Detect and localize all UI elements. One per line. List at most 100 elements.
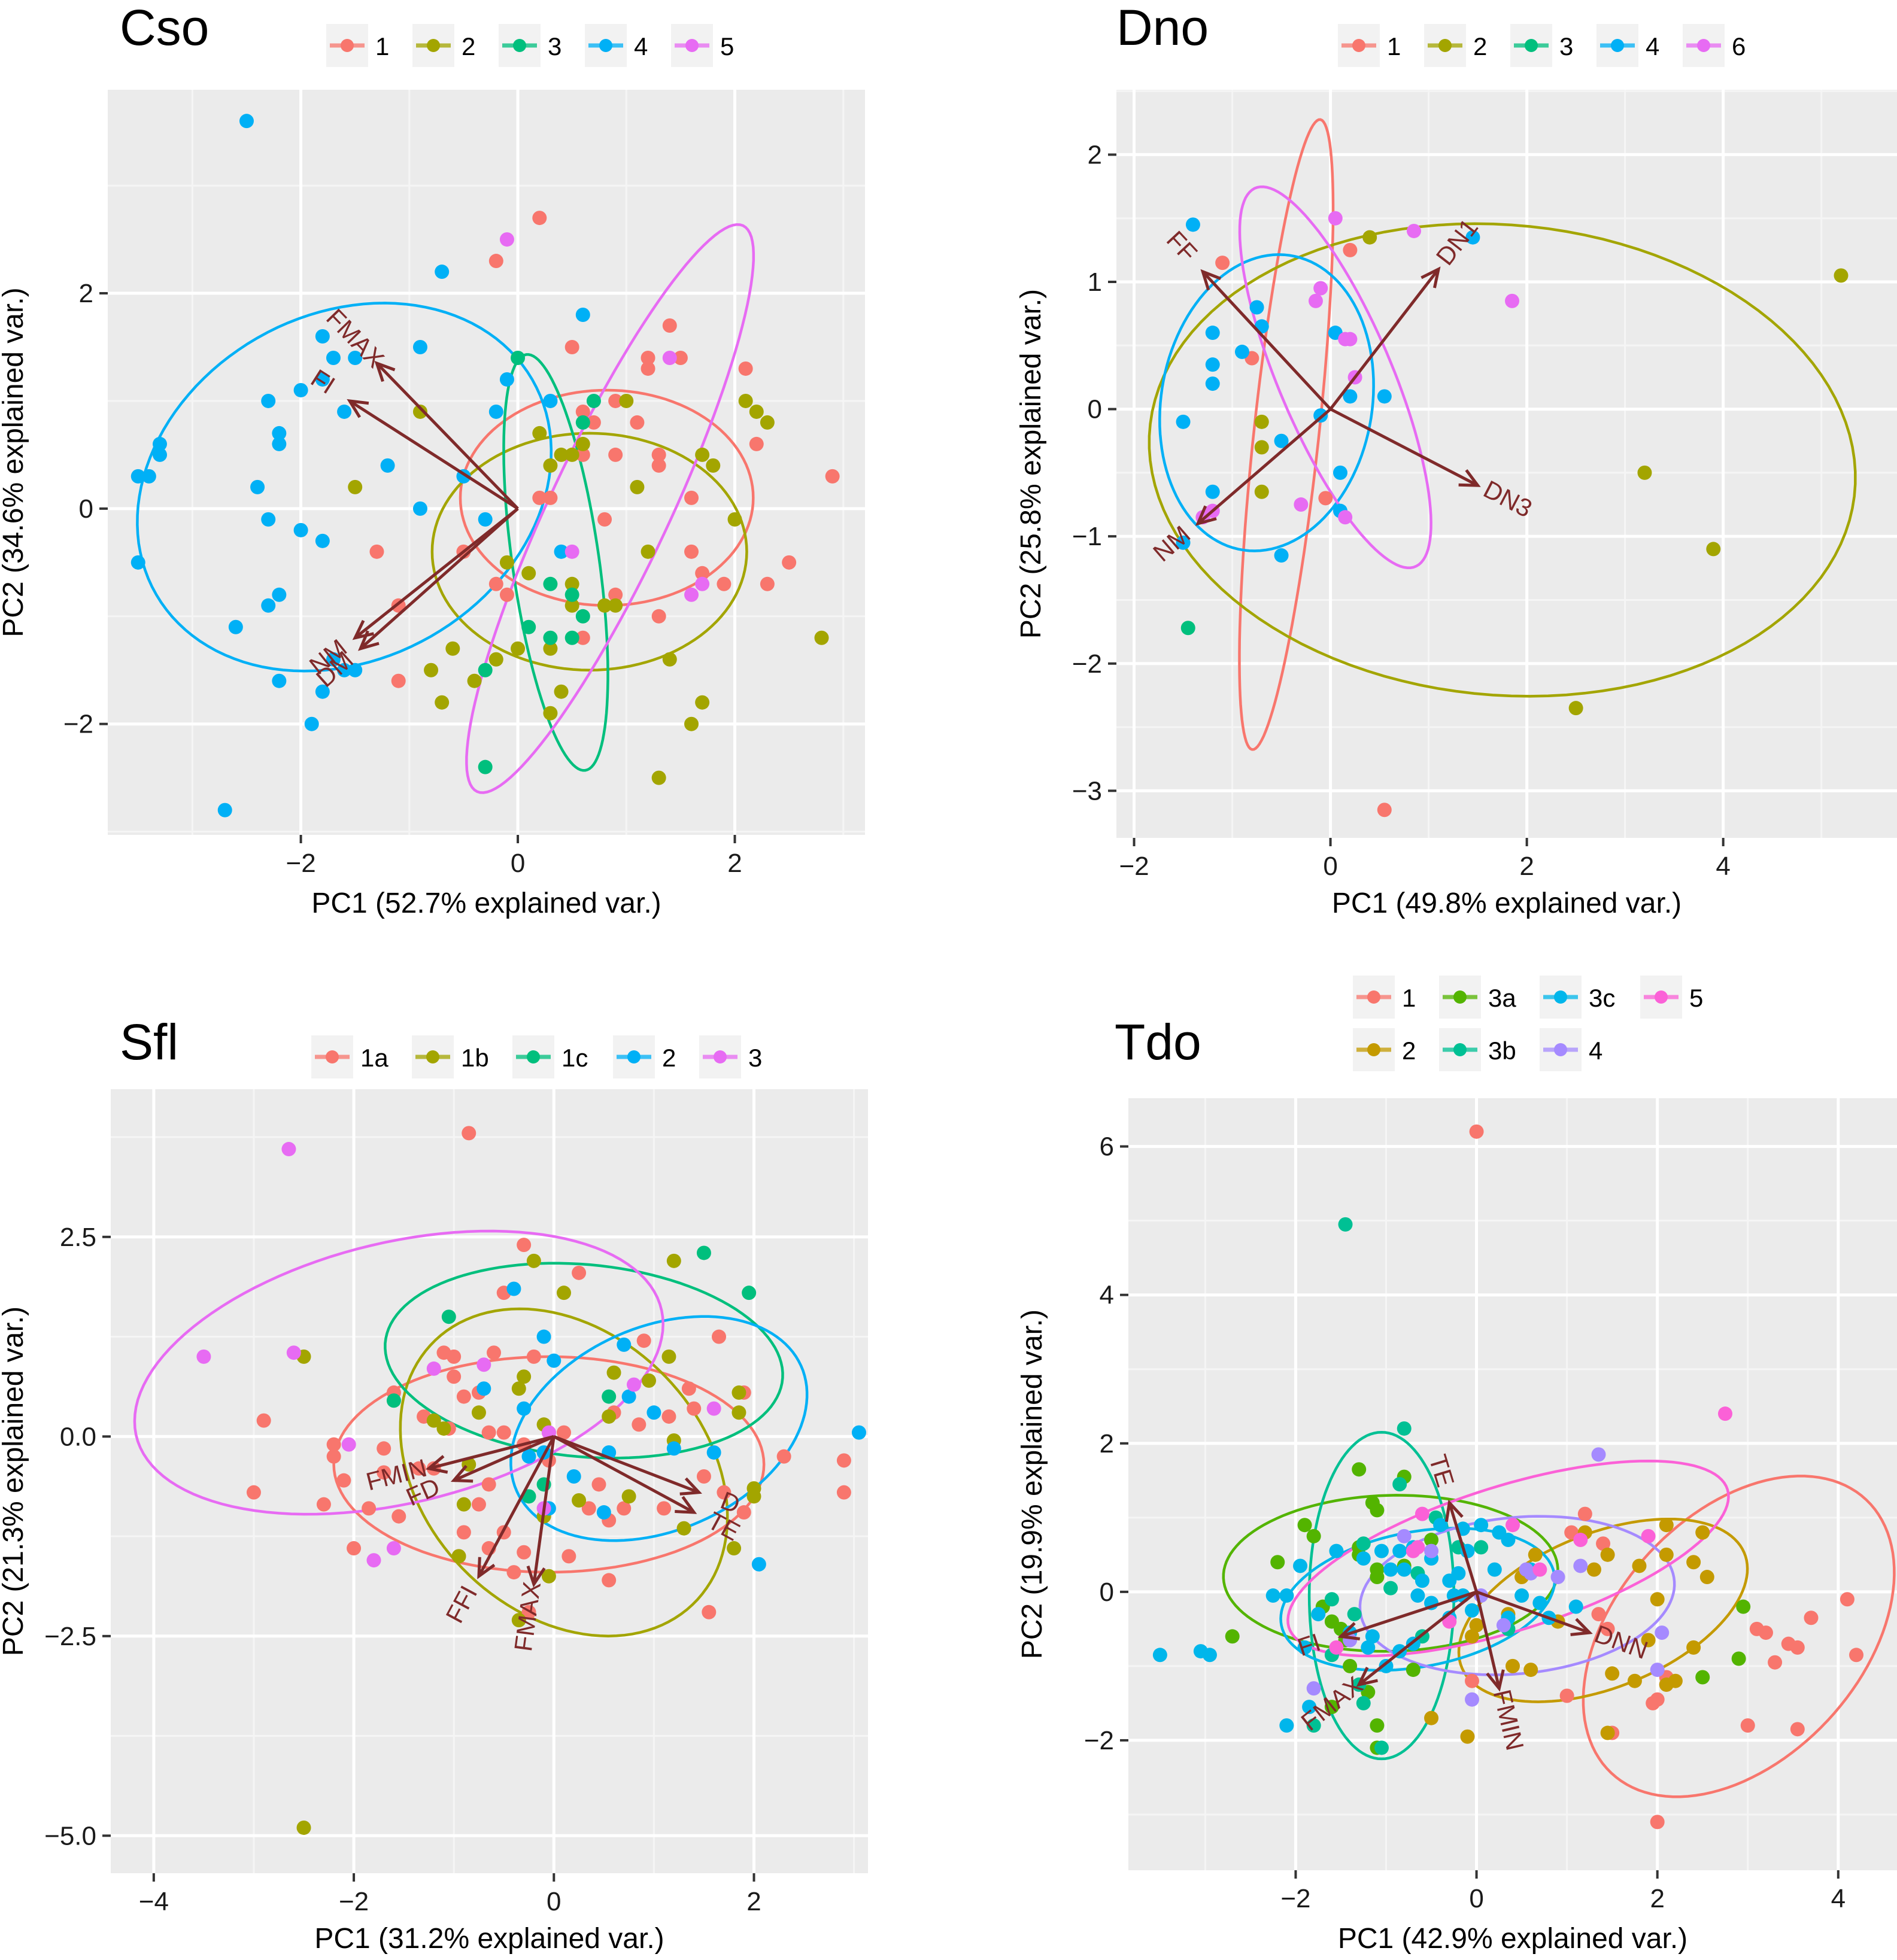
- data-point: [1215, 256, 1230, 271]
- legend-item-4[interactable]: 4: [1540, 1028, 1602, 1071]
- legend-item-1[interactable]: 1: [1338, 24, 1401, 67]
- legend-item-5[interactable]: 5: [1640, 976, 1703, 1019]
- legend-item-1[interactable]: 1: [326, 24, 389, 67]
- data-point: [1695, 1525, 1710, 1540]
- legend-key-point: [627, 1050, 641, 1063]
- data-point: [632, 1417, 647, 1432]
- legend-item-1a[interactable]: 1a: [311, 1035, 388, 1078]
- arrow-shaft: [1447, 1502, 1478, 1593]
- arrow-head: [1570, 1618, 1593, 1636]
- data-point: [575, 609, 590, 624]
- legend-key-point: [685, 39, 699, 52]
- data-point: [315, 329, 330, 344]
- data-point: [326, 652, 341, 667]
- data-point: [506, 1281, 521, 1296]
- data-point: [281, 1142, 296, 1157]
- major-gridlines: [1116, 90, 1897, 838]
- data-point: [696, 1245, 711, 1260]
- data-point: [337, 663, 352, 677]
- data-point: [506, 1565, 521, 1580]
- y-tick-label: 0: [1088, 395, 1102, 424]
- legend-item-4[interactable]: 4: [585, 24, 648, 67]
- data-point: [575, 436, 590, 451]
- ellipse-group-3: [133, 1229, 664, 1516]
- data-point: [1297, 1640, 1312, 1655]
- data-point: [541, 1569, 556, 1584]
- legend-item-2[interactable]: 2: [1424, 24, 1487, 67]
- data-point: [695, 447, 710, 462]
- data-point: [662, 652, 677, 667]
- data-point: [1392, 1477, 1407, 1491]
- data-point: [521, 619, 536, 634]
- data-point: [543, 706, 558, 721]
- legend-key-point: [1697, 39, 1710, 52]
- data-point: [1343, 389, 1358, 404]
- legend-item-3b[interactable]: 3b: [1439, 1028, 1516, 1071]
- legend-item-2[interactable]: 2: [1353, 1028, 1416, 1071]
- data-point: [1768, 1655, 1783, 1670]
- data-point: [543, 490, 558, 505]
- data-point: [602, 1573, 617, 1588]
- data-point: [641, 544, 655, 559]
- data-point: [272, 587, 287, 602]
- legend-item-6[interactable]: 6: [1683, 24, 1746, 67]
- legend-item-5[interactable]: 5: [671, 24, 734, 67]
- data-point: [487, 1345, 502, 1360]
- data-point: [1424, 1543, 1439, 1558]
- data-point: [1586, 1562, 1601, 1577]
- arrow-shaft: [375, 362, 519, 510]
- data-point: [326, 1449, 341, 1464]
- data-point: [575, 630, 590, 645]
- legend-item-3a[interactable]: 3a: [1439, 976, 1516, 1019]
- data-point: [1297, 1518, 1312, 1533]
- data-point: [608, 447, 623, 462]
- data-point: [435, 265, 450, 279]
- data-point: [564, 447, 579, 462]
- legend-item-3[interactable]: 3: [699, 1035, 762, 1078]
- series-1: [369, 211, 840, 688]
- legend-item-1b[interactable]: 1b: [412, 1035, 489, 1078]
- data-point: [1568, 701, 1583, 716]
- data-point: [261, 393, 276, 408]
- data-point: [1577, 1506, 1592, 1521]
- legend-item-1[interactable]: 1: [1353, 976, 1416, 1019]
- data-point: [1185, 217, 1200, 232]
- legend-item-3c[interactable]: 3c: [1540, 976, 1615, 1019]
- data-point: [586, 415, 601, 430]
- x-axis-label: PC1 (42.9% explained var.): [1338, 1923, 1687, 1955]
- data-point: [543, 641, 558, 656]
- ellipse-group-5: [465, 223, 755, 794]
- data-point: [272, 436, 287, 451]
- data-point: [554, 684, 569, 699]
- legend-item-1c[interactable]: 1c: [512, 1035, 588, 1078]
- arrow-head: [477, 1557, 496, 1579]
- legend-item-2[interactable]: 2: [613, 1035, 676, 1078]
- legend-item-3[interactable]: 3: [499, 24, 561, 67]
- legend-item-2[interactable]: 2: [412, 24, 475, 67]
- data-point: [228, 619, 243, 634]
- data-point: [547, 1353, 561, 1368]
- ellipse-group-1a: [332, 1355, 766, 1574]
- legend-label: 3: [1559, 32, 1573, 60]
- legend-item-3[interactable]: 3: [1510, 24, 1573, 67]
- data-point: [1352, 1462, 1367, 1477]
- ellipse-group-5: [1286, 1459, 1730, 1658]
- data-point: [1397, 1421, 1412, 1436]
- panel-title: Cso: [120, 0, 209, 56]
- arrow-head: [347, 399, 369, 418]
- data-point: [286, 1345, 301, 1360]
- data-point: [1528, 1547, 1543, 1562]
- data-point: [337, 404, 352, 419]
- data-point: [666, 1441, 681, 1456]
- data-point: [702, 1605, 717, 1619]
- data-point: [347, 1541, 362, 1556]
- legend-item-4[interactable]: 4: [1596, 24, 1659, 67]
- data-point: [1318, 491, 1333, 506]
- data-point: [478, 663, 493, 677]
- series-1a: [246, 1126, 851, 1619]
- data-point: [517, 1369, 532, 1384]
- data-point: [517, 1238, 532, 1253]
- data-point: [336, 1473, 351, 1488]
- data-point: [316, 1497, 331, 1512]
- arrow-head: [1486, 1669, 1505, 1692]
